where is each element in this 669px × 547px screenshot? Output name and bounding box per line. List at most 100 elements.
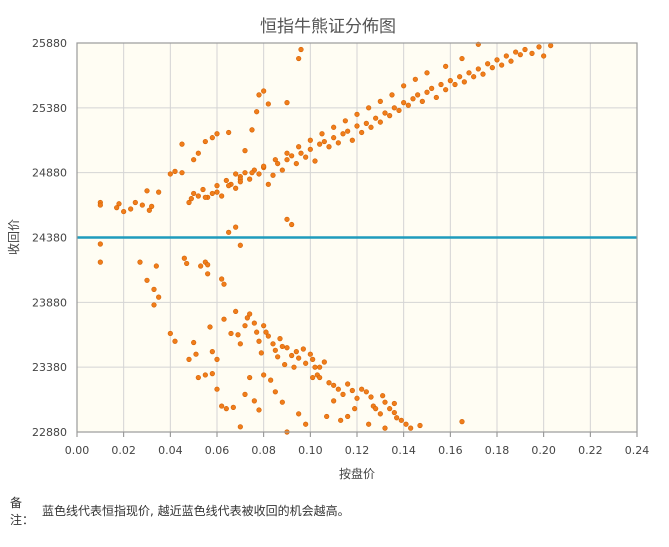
data-point [263, 329, 269, 335]
y-tick-label: 24380 [32, 232, 67, 245]
data-point [349, 137, 355, 143]
data-point [172, 338, 178, 344]
data-point [265, 333, 271, 339]
data-point [459, 419, 465, 425]
data-point [195, 150, 201, 156]
x-tick-label: 0.10 [298, 444, 323, 457]
data-point [181, 255, 187, 261]
data-point [331, 135, 337, 141]
data-point [471, 74, 477, 80]
x-tick-label: 0.24 [625, 444, 650, 457]
data-point [214, 386, 220, 392]
data-point [303, 360, 309, 366]
data-point [494, 57, 500, 63]
data-point [345, 381, 351, 387]
data-point [291, 364, 297, 370]
data-point [389, 92, 395, 98]
data-point [368, 394, 374, 400]
data-point [268, 377, 274, 383]
data-point [279, 167, 285, 173]
data-point [221, 281, 227, 287]
data-point [382, 110, 388, 116]
data-point [485, 61, 491, 67]
data-point [340, 131, 346, 137]
data-point [237, 242, 243, 248]
data-point [191, 157, 197, 163]
data-point [195, 374, 201, 381]
data-point [284, 216, 290, 222]
data-point [205, 262, 211, 268]
data-point [331, 398, 337, 404]
data-point [303, 421, 309, 427]
data-point [172, 168, 178, 174]
data-point [223, 177, 229, 184]
data-point [412, 76, 418, 82]
data-point [296, 411, 302, 417]
data-point [242, 391, 248, 397]
data-point [293, 160, 299, 167]
data-point [270, 341, 276, 347]
data-point [137, 259, 143, 265]
x-tick-label: 0.18 [485, 444, 510, 457]
data-point [226, 229, 232, 235]
data-point [457, 74, 463, 80]
data-point [97, 241, 103, 247]
data-point [312, 158, 318, 164]
data-point [214, 183, 220, 189]
data-point [443, 63, 449, 69]
chart-title: 恒指牛熊证分佈图 [260, 17, 396, 37]
data-point [251, 320, 257, 326]
data-point [312, 364, 318, 370]
data-point [373, 406, 379, 412]
data-point [396, 107, 402, 114]
data-point [244, 315, 250, 321]
data-point [209, 190, 215, 197]
data-point [300, 346, 306, 352]
data-point [335, 386, 341, 392]
data-point [391, 105, 397, 111]
data-point [272, 347, 278, 353]
data-point [429, 85, 435, 91]
data-point [247, 311, 253, 317]
x-tick-label: 0.12 [345, 444, 370, 457]
data-point [237, 179, 243, 185]
data-point [249, 127, 255, 133]
data-point [219, 403, 225, 409]
data-point [235, 332, 241, 338]
data-point [184, 260, 190, 267]
data-point [324, 413, 330, 420]
data-point [233, 185, 239, 191]
data-point [377, 411, 383, 417]
data-point [270, 172, 276, 178]
data-point [499, 62, 505, 68]
data-point [146, 207, 152, 213]
data-point [116, 201, 122, 207]
data-point [475, 66, 481, 72]
footer-note-label-2: 注： [10, 513, 35, 527]
data-point [342, 118, 348, 124]
x-tick-label: 0.22 [578, 444, 603, 457]
data-point [144, 277, 150, 283]
x-tick-label: 0.00 [65, 444, 90, 457]
data-point [251, 398, 257, 404]
data-point [349, 387, 355, 394]
data-point [219, 193, 225, 199]
data-point [354, 123, 360, 129]
data-point [394, 415, 400, 421]
y-tick-label: 25880 [32, 37, 67, 50]
data-point [186, 356, 192, 362]
data-point [209, 135, 215, 141]
data-point [321, 138, 327, 145]
data-point [296, 144, 302, 150]
data-point [354, 395, 360, 401]
data-point [307, 351, 313, 357]
data-point [200, 186, 206, 193]
data-point [242, 148, 248, 154]
data-point [331, 124, 337, 130]
data-point [261, 163, 267, 169]
data-point [401, 83, 407, 89]
data-point [261, 372, 267, 378]
data-point [508, 58, 514, 64]
data-point [242, 170, 248, 176]
